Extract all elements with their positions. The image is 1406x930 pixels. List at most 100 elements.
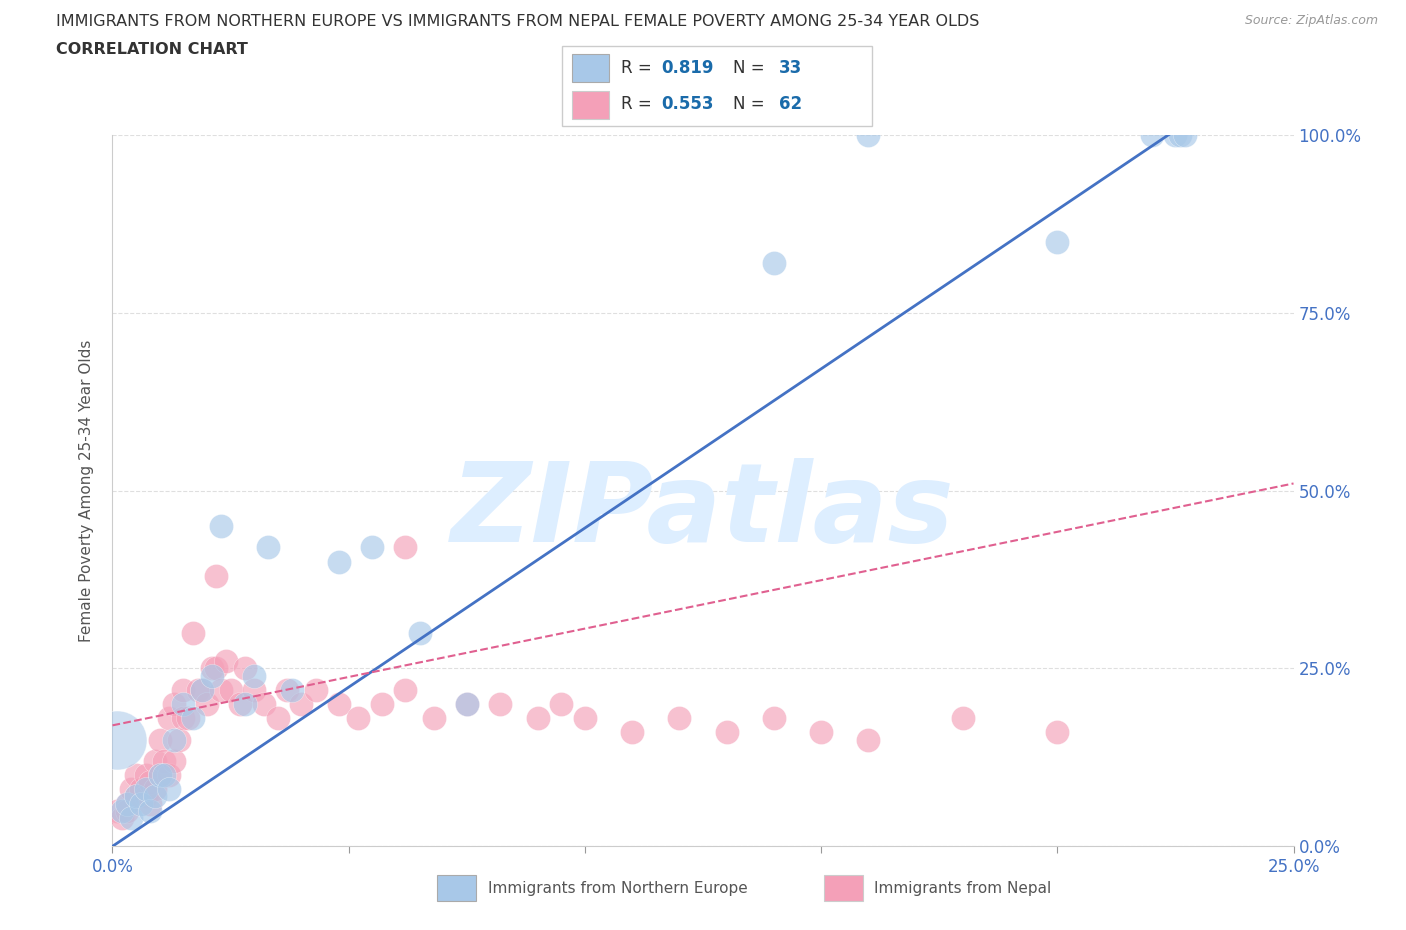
Point bbox=[149, 768, 172, 783]
Point bbox=[157, 782, 180, 797]
Point bbox=[181, 711, 204, 725]
Text: CORRELATION CHART: CORRELATION CHART bbox=[56, 42, 247, 57]
Point bbox=[186, 683, 208, 698]
Point bbox=[143, 753, 166, 768]
Point bbox=[209, 519, 232, 534]
FancyBboxPatch shape bbox=[824, 875, 863, 901]
Point bbox=[157, 711, 180, 725]
Point bbox=[143, 782, 166, 797]
Point bbox=[172, 683, 194, 698]
Point bbox=[762, 256, 785, 271]
Point bbox=[191, 683, 214, 698]
Point bbox=[233, 697, 256, 711]
Point bbox=[195, 697, 218, 711]
Point bbox=[172, 697, 194, 711]
Point bbox=[229, 697, 252, 711]
FancyBboxPatch shape bbox=[572, 54, 609, 82]
Point bbox=[205, 568, 228, 583]
Point bbox=[489, 697, 512, 711]
Point bbox=[139, 796, 162, 811]
Point bbox=[762, 711, 785, 725]
Text: R =: R = bbox=[621, 95, 657, 113]
Point bbox=[149, 768, 172, 783]
Point bbox=[281, 683, 304, 698]
Point bbox=[328, 697, 350, 711]
Point bbox=[135, 782, 157, 797]
Point bbox=[157, 768, 180, 783]
Point bbox=[115, 796, 138, 811]
Point bbox=[219, 683, 242, 698]
Point bbox=[125, 789, 148, 804]
Point bbox=[257, 540, 280, 555]
Point bbox=[858, 127, 880, 142]
Point bbox=[408, 626, 430, 641]
Point bbox=[129, 796, 152, 811]
Point bbox=[290, 697, 312, 711]
Y-axis label: Female Poverty Among 25-34 Year Olds: Female Poverty Among 25-34 Year Olds bbox=[79, 339, 94, 642]
Text: 0.553: 0.553 bbox=[661, 95, 714, 113]
Point bbox=[135, 789, 157, 804]
Point bbox=[129, 782, 152, 797]
FancyBboxPatch shape bbox=[437, 875, 475, 901]
Text: R =: R = bbox=[621, 59, 657, 77]
Point bbox=[243, 683, 266, 698]
Point bbox=[233, 661, 256, 676]
Point bbox=[111, 810, 134, 825]
Point bbox=[105, 804, 128, 818]
Point bbox=[394, 683, 416, 698]
Point bbox=[716, 725, 738, 740]
Point bbox=[143, 789, 166, 804]
Point bbox=[201, 661, 224, 676]
Point bbox=[181, 626, 204, 641]
Point bbox=[120, 810, 142, 825]
Text: 0.819: 0.819 bbox=[661, 59, 714, 77]
Text: Immigrants from Nepal: Immigrants from Nepal bbox=[875, 881, 1052, 896]
Text: ZIPatlas: ZIPatlas bbox=[451, 458, 955, 565]
Text: Immigrants from Northern Europe: Immigrants from Northern Europe bbox=[488, 881, 747, 896]
Point bbox=[209, 683, 232, 698]
Point bbox=[243, 668, 266, 683]
Point bbox=[621, 725, 644, 740]
Point bbox=[456, 697, 478, 711]
Point bbox=[105, 732, 128, 747]
Point bbox=[153, 753, 176, 768]
Point bbox=[135, 768, 157, 783]
Point bbox=[550, 697, 572, 711]
Point bbox=[1140, 127, 1163, 142]
Text: 62: 62 bbox=[779, 95, 801, 113]
Point bbox=[149, 732, 172, 747]
Point bbox=[347, 711, 370, 725]
Point bbox=[163, 697, 186, 711]
Point bbox=[153, 768, 176, 783]
Text: IMMIGRANTS FROM NORTHERN EUROPE VS IMMIGRANTS FROM NEPAL FEMALE POVERTY AMONG 25: IMMIGRANTS FROM NORTHERN EUROPE VS IMMIG… bbox=[56, 14, 980, 29]
Point bbox=[253, 697, 276, 711]
Point bbox=[115, 796, 138, 811]
Point bbox=[139, 775, 162, 790]
Point bbox=[952, 711, 974, 725]
Point bbox=[1046, 234, 1069, 249]
Point bbox=[267, 711, 290, 725]
FancyBboxPatch shape bbox=[572, 91, 609, 119]
Point bbox=[201, 668, 224, 683]
Point bbox=[371, 697, 394, 711]
Point bbox=[668, 711, 690, 725]
Point bbox=[1046, 725, 1069, 740]
Point bbox=[120, 782, 142, 797]
Point bbox=[304, 683, 326, 698]
Point bbox=[361, 540, 384, 555]
Point bbox=[177, 711, 200, 725]
Text: Source: ZipAtlas.com: Source: ZipAtlas.com bbox=[1244, 14, 1378, 27]
Point bbox=[422, 711, 444, 725]
Point bbox=[167, 732, 190, 747]
Point bbox=[858, 732, 880, 747]
Point bbox=[125, 789, 148, 804]
Text: N =: N = bbox=[733, 95, 769, 113]
Point bbox=[394, 540, 416, 555]
Point bbox=[163, 732, 186, 747]
Text: 33: 33 bbox=[779, 59, 803, 77]
Point bbox=[215, 654, 238, 669]
Point bbox=[1168, 127, 1191, 142]
Point bbox=[276, 683, 298, 698]
Point bbox=[125, 768, 148, 783]
Point bbox=[1164, 127, 1187, 142]
